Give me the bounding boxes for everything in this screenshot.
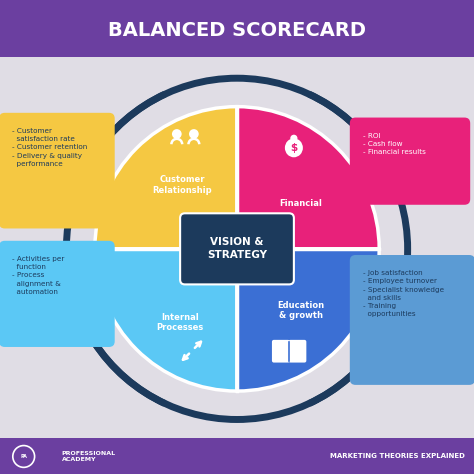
FancyBboxPatch shape [0, 113, 115, 228]
Text: $: $ [290, 143, 298, 153]
Text: Internal
Processes: Internal Processes [156, 313, 204, 332]
FancyBboxPatch shape [180, 213, 294, 284]
FancyBboxPatch shape [0, 438, 474, 474]
FancyBboxPatch shape [289, 340, 306, 363]
Circle shape [189, 129, 199, 139]
Ellipse shape [285, 138, 303, 157]
Wedge shape [95, 107, 237, 249]
FancyBboxPatch shape [0, 0, 474, 57]
Text: MARKETING THEORIES EXPLAINED: MARKETING THEORIES EXPLAINED [329, 454, 465, 459]
Wedge shape [237, 249, 379, 391]
FancyBboxPatch shape [350, 255, 474, 385]
Text: Financial: Financial [280, 200, 322, 208]
FancyBboxPatch shape [0, 241, 115, 347]
Text: Customer
Relationship: Customer Relationship [153, 175, 212, 194]
Wedge shape [95, 249, 237, 391]
Circle shape [172, 129, 182, 139]
Text: BALANCED SCORECARD: BALANCED SCORECARD [108, 21, 366, 40]
Text: - ROI
- Cash flow
- Financial results: - ROI - Cash flow - Financial results [363, 133, 426, 155]
Text: PA: PA [20, 454, 27, 459]
Circle shape [290, 135, 298, 142]
FancyBboxPatch shape [350, 118, 470, 205]
Text: - Activities per
  function
- Process
  alignment &
  automation: - Activities per function - Process alig… [12, 256, 64, 295]
Text: Education
& growth: Education & growth [277, 301, 325, 320]
Text: PROFESSIONAL
ACADEMY: PROFESSIONAL ACADEMY [62, 451, 116, 462]
Wedge shape [237, 107, 379, 249]
Text: VISION &
STRATEGY: VISION & STRATEGY [207, 237, 267, 260]
Text: - Customer
  satisfaction rate
- Customer retention
- Delivery & quality
  perfo: - Customer satisfaction rate - Customer … [12, 128, 87, 167]
Text: - Job satisfaction
- Employee turnover
- Specialist knowledge
  and skills
- Tra: - Job satisfaction - Employee turnover -… [363, 270, 444, 318]
FancyBboxPatch shape [272, 340, 290, 363]
